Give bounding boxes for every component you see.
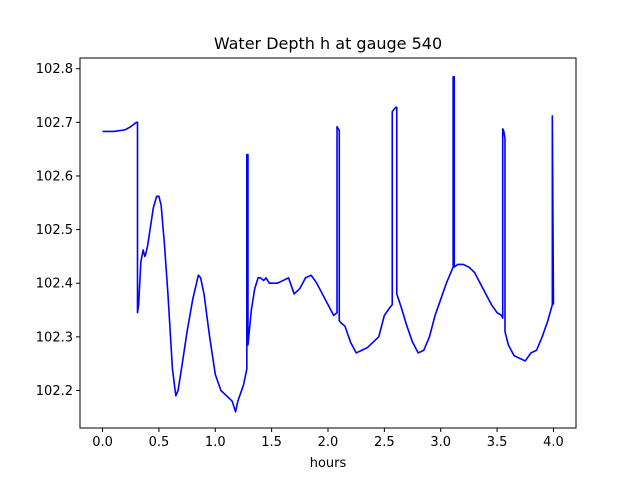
y-tick-label: 102.2 bbox=[36, 384, 73, 399]
x-tick-label: 1.0 bbox=[205, 435, 226, 450]
y-tick-label: 102.5 bbox=[36, 223, 73, 238]
x-tick-label: 3.5 bbox=[487, 435, 508, 450]
x-tick-label: 4.0 bbox=[543, 435, 564, 450]
x-tick-label: 2.0 bbox=[318, 435, 339, 450]
x-axis-label: hours bbox=[310, 456, 347, 471]
y-axis: 102.2 102.3 102.4 102.5 102.6 102.7 102.8 bbox=[36, 62, 80, 399]
x-tick-label: 1.5 bbox=[261, 435, 282, 450]
x-tick-label: 0.5 bbox=[149, 435, 170, 450]
y-tick-label: 102.6 bbox=[36, 169, 73, 184]
y-tick-label: 102.3 bbox=[36, 330, 73, 345]
series-layer bbox=[102, 75, 555, 413]
y-tick-label: 102.8 bbox=[36, 62, 73, 77]
x-tick-label: 3.0 bbox=[430, 435, 451, 450]
x-tick-label: 0.0 bbox=[92, 435, 113, 450]
x-tick-label: 2.5 bbox=[374, 435, 395, 450]
chart-title: Water Depth h at gauge 540 bbox=[214, 34, 442, 53]
y-tick-label: 102.7 bbox=[36, 116, 73, 131]
x-axis: 0.0 0.5 1.0 1.5 2.0 2.5 3.0 3.5 4.0 bbox=[92, 428, 564, 450]
plot-area bbox=[80, 58, 576, 428]
series-line-0 bbox=[102, 75, 555, 413]
y-tick-label: 102.4 bbox=[36, 277, 73, 292]
plot-frame bbox=[79, 57, 577, 429]
